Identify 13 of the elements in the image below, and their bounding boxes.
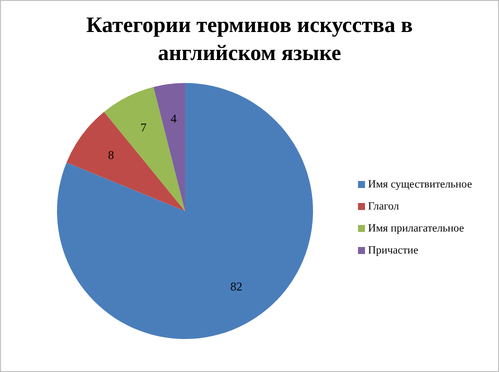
data-label: 7 — [140, 120, 147, 134]
legend-label: Имя прилагательное — [368, 222, 464, 235]
legend-label: Причастие — [368, 244, 418, 257]
legend-label: Имя существительное — [368, 178, 472, 191]
pie-slice — [104, 86, 185, 211]
pie-slice — [153, 83, 185, 211]
data-label: 82 — [230, 279, 242, 294]
data-label: 4 — [170, 111, 177, 126]
chart-title: Категории терминов искусства в английском языке — [86, 12, 413, 65]
data-label: 8 — [108, 148, 114, 162]
pie-slice — [57, 83, 313, 339]
legend-label: Глагол — [368, 200, 400, 213]
pie-slice — [66, 112, 185, 211]
